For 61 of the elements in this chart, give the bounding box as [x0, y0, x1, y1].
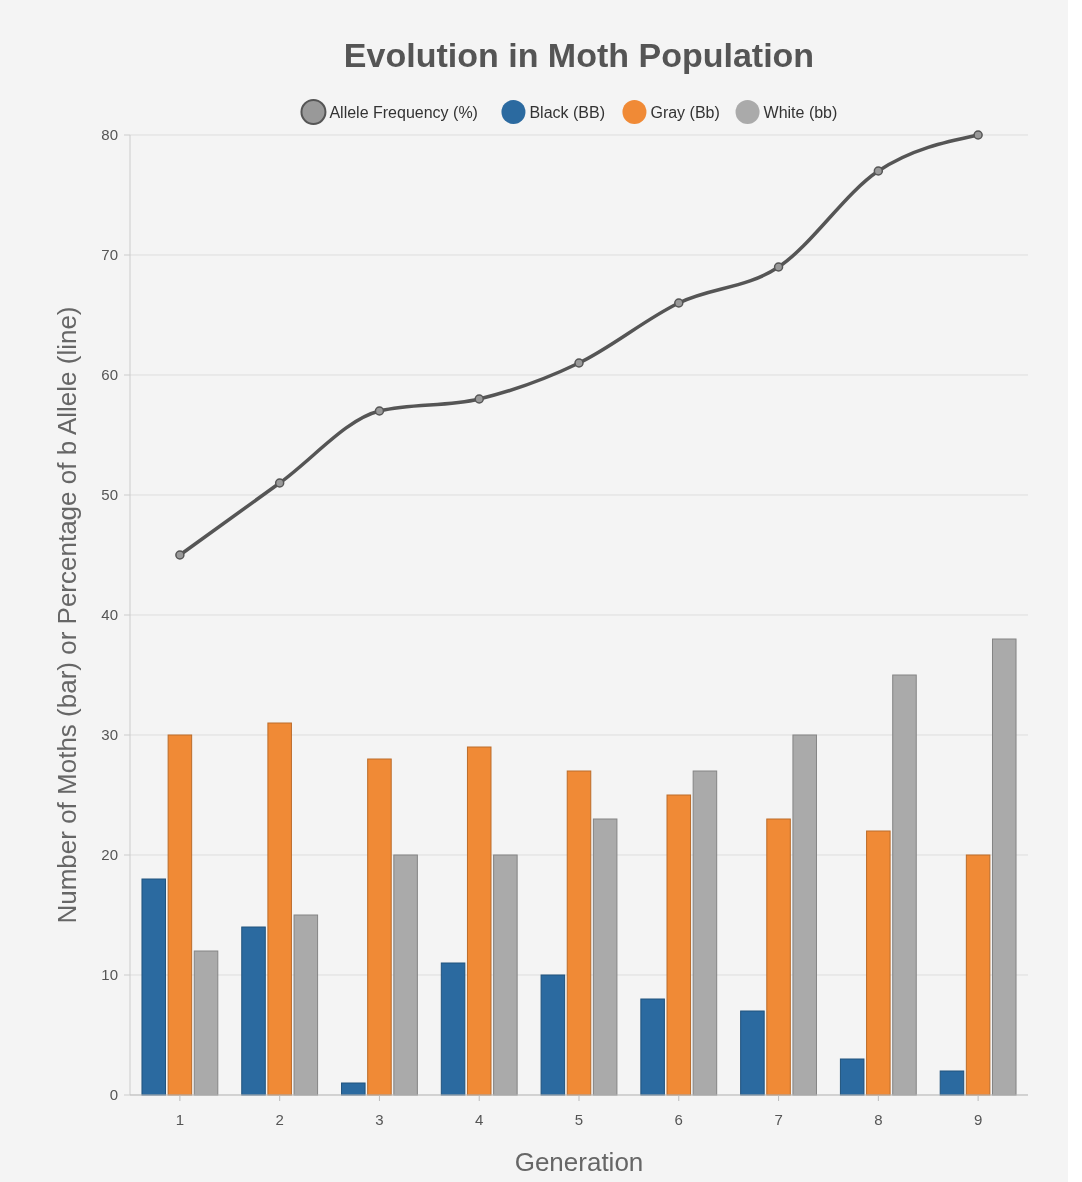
bar — [293, 914, 319, 1096]
bar — [566, 770, 592, 1096]
point — [773, 262, 784, 272]
bar — [393, 854, 418, 1096]
bar — [440, 962, 466, 1096]
bar — [866, 830, 891, 1096]
y-tick-label: 50 — [101, 486, 118, 504]
y-tick-label: 30 — [101, 726, 118, 744]
bar — [666, 794, 692, 1096]
legend-label: Allele Frequency (%) — [329, 103, 478, 121]
point — [474, 394, 484, 404]
x-axis-title: Generation — [514, 1147, 644, 1177]
y-tick-label: 80 — [101, 126, 118, 144]
y-tick-label: 10 — [101, 966, 118, 984]
bar — [540, 974, 566, 1096]
bar — [341, 1082, 366, 1096]
y-axis-title: Number of Moths (bar) or Percentage of b Allele (line) — [52, 306, 82, 924]
legend-label: White (bb) — [763, 103, 838, 121]
bar — [740, 1010, 765, 1096]
point — [574, 358, 584, 368]
y-tick-label: 0 — [109, 1086, 118, 1104]
bar — [493, 854, 518, 1096]
point — [973, 130, 983, 140]
bar — [766, 818, 791, 1096]
bar — [592, 818, 618, 1096]
x-tick-label: 5 — [574, 1111, 584, 1128]
bar — [141, 878, 167, 1096]
x-tick-label: 1 — [175, 1111, 185, 1128]
x-tick-label: 2 — [275, 1111, 284, 1128]
x-tick-label: 3 — [375, 1111, 384, 1128]
point — [274, 478, 285, 488]
bar — [367, 758, 392, 1096]
y-tick-label: 60 — [101, 366, 118, 384]
bar — [792, 734, 817, 1096]
point — [175, 550, 185, 560]
bar — [692, 770, 718, 1096]
bar — [466, 746, 492, 1096]
bar — [267, 722, 292, 1096]
x-tick-label: 7 — [774, 1111, 783, 1128]
y-tick-label: 70 — [101, 246, 118, 264]
bar — [965, 854, 991, 1096]
bar — [839, 1058, 865, 1096]
y-tick-label: 20 — [101, 846, 118, 864]
y-tick-label: 40 — [101, 606, 118, 624]
bar — [939, 1070, 965, 1096]
x-tick-label: 6 — [674, 1111, 683, 1128]
bar — [193, 950, 219, 1096]
point — [674, 298, 684, 308]
point — [873, 166, 884, 176]
bar — [640, 998, 665, 1096]
x-tick-label: 8 — [874, 1111, 883, 1128]
bar — [167, 734, 193, 1096]
bar — [991, 638, 1017, 1096]
point — [374, 406, 385, 416]
bar — [892, 674, 917, 1096]
chart-title: Evolution in Moth Population — [343, 36, 815, 74]
legend-label: Black (BB) — [529, 103, 606, 121]
legend-label: Gray (Bb) — [650, 103, 720, 121]
x-tick-label: 4 — [475, 1111, 484, 1128]
x-tick-label: 9 — [973, 1111, 983, 1128]
bar — [241, 926, 266, 1096]
